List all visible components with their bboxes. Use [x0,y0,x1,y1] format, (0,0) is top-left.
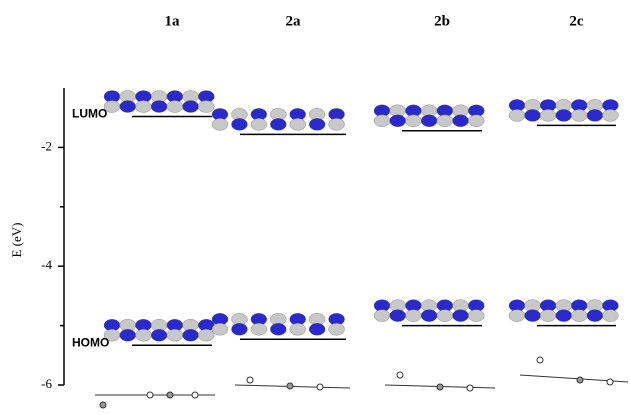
orbital-isosurface [525,310,541,322]
orbital-isosurface [468,310,484,322]
orbital-isosurface [509,310,525,322]
orbital-isosurface [231,118,247,130]
orbital-isosurface [602,310,618,322]
orbital-isosurface [329,118,345,130]
molecule-sketches [95,357,628,408]
orbital-isosurface [167,329,183,341]
orbital-isosurface [183,329,199,341]
orbital-isosurface [374,310,390,322]
orbital-isosurface [556,109,572,121]
y-axis-label: E (eV) [9,222,24,257]
orbital-isosurface [135,329,151,341]
orbital-isosurface [437,115,453,127]
orbital-isosurface [556,310,572,322]
orbital-isosurface [167,101,183,113]
orbital-isosurface [151,101,167,113]
y-tick-label: -2 [41,138,52,153]
orbital-isosurface [390,115,406,127]
orbital-isosurface [437,310,453,322]
orbital-isosurface [212,118,228,130]
orbital-isosurface [270,118,286,130]
orbital-isosurface [571,109,587,121]
orbital-isosurface [120,329,136,341]
y-tick-label: -6 [41,376,52,391]
orbital-isosurface [251,323,267,335]
orbital-isosurface [374,115,390,127]
orbital-isosurface [405,115,421,127]
orbital-isosurface [198,101,214,113]
category-header: 2a [286,13,302,29]
category-header: 2b [434,13,450,29]
orbital-isosurface [421,310,437,322]
orbital-isosurface [540,109,556,121]
orbital-isosurface [390,310,406,322]
orbital-isosurface [602,109,618,121]
orbital-isosurface [329,323,345,335]
orbital-isosurface [198,329,214,341]
orbital-isosurface [421,115,437,127]
orbital-isosurface [270,323,286,335]
orbital-isosurface [468,115,484,127]
orbital-isosurface [587,109,603,121]
orbital-isosurface [290,118,306,130]
orbital-isosurface [251,118,267,130]
orbital-isosurface [587,310,603,322]
orbital-isosurface [525,109,541,121]
orbital-isosurface [183,101,199,113]
orbital-isosurface [309,323,325,335]
orbital-isosurface [151,329,167,341]
orbital-isosurface [231,323,247,335]
orbital-isosurface [453,115,469,127]
orbital-isosurface [405,310,421,322]
chart: E (eV) -6 -4 -2 1a 2a 2b 2c LUMO HOMO [0,0,630,415]
orbital-isosurface [290,323,306,335]
orbital-isosurface [120,101,136,113]
orbital-isosurface [571,310,587,322]
y-tick-label: -4 [41,257,52,272]
orbital-isosurface [309,118,325,130]
level-label: LUMO [72,107,107,121]
level-label: HOMO [72,335,109,349]
orbital-isosurface [540,310,556,322]
category-header: 1a [165,13,181,29]
orbital-isosurface [509,109,525,121]
orbital-isosurface [135,101,151,113]
category-header: 2c [569,13,584,29]
orbital-isosurface [212,323,228,335]
orbital-isosurface [453,310,469,322]
